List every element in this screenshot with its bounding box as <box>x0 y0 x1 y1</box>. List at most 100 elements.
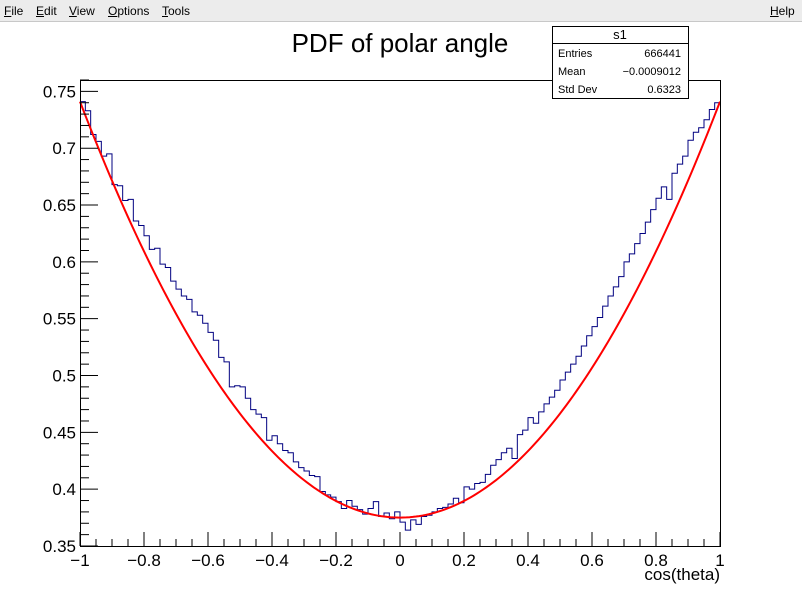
histogram-bin <box>613 286 618 288</box>
x-tick-label: 0.2 <box>452 551 476 570</box>
x-tick-label: −0.8 <box>127 551 161 570</box>
histogram-bin <box>213 339 218 341</box>
histogram-bin <box>181 295 186 297</box>
histogram-bin <box>693 131 698 133</box>
x-tick-label: 1 <box>715 551 724 570</box>
histogram-bin <box>293 461 298 463</box>
x-tick-label: −0.4 <box>255 551 289 570</box>
histogram-bin <box>208 331 213 333</box>
histogram-bin <box>592 326 597 328</box>
stats-mean-value: −0.0009012 <box>623 66 681 78</box>
histogram-bin <box>395 511 400 513</box>
menu-file[interactable]: File <box>4 4 24 18</box>
histogram-bin <box>272 435 277 437</box>
y-tick-label: 0.55 <box>43 310 76 329</box>
histogram-bin <box>683 155 688 157</box>
menu-tools[interactable]: Tools <box>162 4 191 18</box>
y-axis: 0.35 0.4 0.45 0.5 0.55 0.6 0.65 0.7 0.75 <box>43 79 98 556</box>
histogram-bin <box>496 459 501 461</box>
histogram-bin <box>469 488 474 490</box>
histogram-bin <box>315 476 320 478</box>
histogram-bin <box>597 317 602 319</box>
histogram-bin <box>267 439 272 441</box>
x-axis-label: cos(theta) <box>644 565 720 584</box>
histogram-bin <box>587 335 592 337</box>
histogram-bin <box>224 361 229 363</box>
histogram-bin <box>261 417 266 419</box>
histogram-bin <box>523 429 528 431</box>
histogram-bin <box>629 253 634 255</box>
histogram-bin <box>624 261 629 263</box>
histogram-bin <box>416 523 421 525</box>
histogram-bin <box>603 305 608 307</box>
histogram-bin <box>576 355 581 357</box>
stats-entries-value: 666441 <box>644 48 681 60</box>
menu-help[interactable]: Help <box>770 4 795 18</box>
histogram-bin <box>555 389 560 391</box>
histogram-bin <box>203 322 208 324</box>
histogram-bin <box>539 411 544 413</box>
histogram-bin <box>256 413 261 415</box>
plot-frame <box>80 80 721 547</box>
histogram-bin <box>187 298 192 300</box>
histogram-bin <box>507 447 512 449</box>
stats-box[interactable]: s1 Entries 666441 Mean −0.0009012 Std De… <box>552 26 689 99</box>
histogram-bin <box>475 482 480 484</box>
canvas-area <box>0 22 802 599</box>
histogram-bin <box>229 386 234 388</box>
histogram-bin <box>661 186 666 188</box>
histogram-bin <box>288 452 293 454</box>
histogram-bin <box>192 311 197 313</box>
histogram-bin <box>405 529 410 531</box>
menu-options[interactable]: Options <box>108 4 150 18</box>
histogram-steps <box>80 101 720 531</box>
histogram-bin <box>501 452 506 454</box>
histogram-bin <box>448 503 453 505</box>
histogram-bin <box>464 486 469 488</box>
histogram-bin <box>128 198 133 200</box>
menu-view[interactable]: View <box>69 4 95 18</box>
histogram-bin <box>709 109 714 111</box>
histogram-bin <box>565 371 570 373</box>
histogram-bin <box>245 397 250 399</box>
y-tick-label: 0.6 <box>52 253 76 272</box>
histogram-bin <box>544 403 549 405</box>
histogram-bin <box>309 475 314 477</box>
histogram-bin <box>384 512 389 514</box>
histogram-bin <box>549 396 554 398</box>
histogram-bin <box>133 220 138 222</box>
histogram-bin <box>533 422 538 424</box>
y-tick-label: 0.45 <box>43 423 76 442</box>
histogram-bin <box>373 501 378 503</box>
histogram-bin <box>560 379 565 381</box>
histogram-bin <box>571 363 576 365</box>
stats-stddev-value: 0.6323 <box>647 84 681 96</box>
histogram-bin <box>608 295 613 297</box>
histogram-bin <box>672 172 677 174</box>
histogram-bin <box>485 473 490 475</box>
histogram-bin <box>453 497 458 499</box>
histogram-bin <box>656 197 661 199</box>
histogram-bin <box>645 221 650 223</box>
histogram-bin <box>123 199 128 201</box>
histogram-bin <box>411 519 416 521</box>
histogram-bin <box>219 356 224 358</box>
menu-edit[interactable]: Edit <box>36 4 57 18</box>
x-axis: −1 −0.8 −0.6 −0.4 −0.2 0 0.2 0.4 0.6 0.8 1 <box>70 532 725 570</box>
menu-bar: File Edit View Options Tools Help <box>0 0 802 22</box>
histogram-bin <box>517 434 522 436</box>
stats-entries-label: Entries <box>558 48 593 60</box>
histogram-bin <box>251 409 256 411</box>
fit-curve <box>79 101 721 519</box>
histogram-bin <box>651 209 656 211</box>
histogram-bin <box>368 507 373 509</box>
histogram-bin <box>176 288 181 290</box>
histogram-bin <box>160 263 165 265</box>
histogram-bin <box>85 110 90 112</box>
histogram-bin <box>235 385 240 387</box>
stats-stddev-label: Std Dev <box>558 84 598 96</box>
histogram-bin <box>283 450 288 452</box>
histogram-bin <box>699 127 704 129</box>
histogram-bin <box>144 235 149 237</box>
histogram-layer <box>80 101 720 531</box>
